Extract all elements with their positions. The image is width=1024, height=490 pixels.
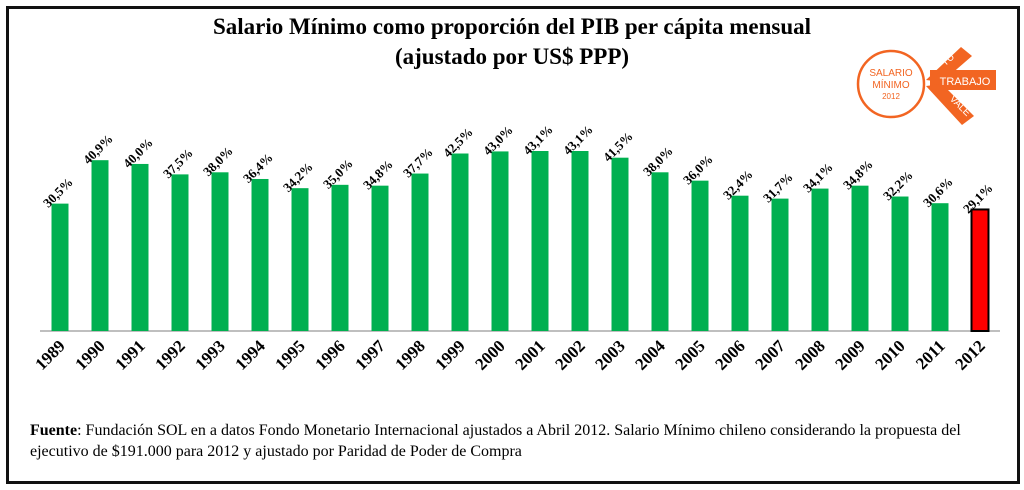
bar-2001 [531, 151, 549, 331]
bar-1994 [251, 178, 269, 331]
x-tick-label-2002: 2002 [551, 336, 588, 373]
x-tick-label-2005: 2005 [671, 336, 708, 373]
x-tick-label-1994: 1994 [231, 336, 269, 374]
x-tick-label-2012: 2012 [951, 336, 988, 373]
logo-line1: SALARIO [869, 68, 913, 79]
bar-1998 [411, 173, 429, 331]
x-tick-label-2001: 2001 [511, 336, 548, 373]
source-text: : Fundación SOL en a datos Fondo Monetar… [30, 422, 961, 460]
bar-1999 [451, 153, 469, 331]
bar-2002 [571, 151, 589, 331]
chart-title: Salario Mínimo como proporción del PIB p… [212, 14, 811, 39]
x-tick-label-1998: 1998 [391, 336, 428, 373]
bar-1992 [171, 174, 189, 331]
x-tick-label-2006: 2006 [711, 336, 748, 373]
x-tick-label-2004: 2004 [631, 336, 669, 374]
x-tick-label-2010: 2010 [871, 336, 908, 373]
x-tick-label-1995: 1995 [271, 336, 308, 373]
bar-1996 [331, 184, 349, 331]
bar-1995 [291, 188, 309, 331]
bar-1993 [211, 172, 229, 331]
bar-1991 [131, 163, 149, 331]
bar-1997 [371, 185, 389, 331]
bar-2007 [771, 198, 789, 331]
logo-word-trabajo: TRABAJO [940, 76, 991, 88]
logo-circle [856, 49, 926, 119]
x-tick-label-1991: 1991 [111, 336, 148, 373]
bar-1990 [91, 160, 109, 331]
chart-subtitle: (ajustado por US$ PPP) [394, 44, 630, 69]
bar-2005 [691, 180, 709, 331]
bar-2012 [970, 208, 990, 332]
x-tick-label-2008: 2008 [791, 336, 828, 373]
x-tick-label-2003: 2003 [591, 336, 628, 373]
x-tick-label-1993: 1993 [191, 336, 228, 373]
bar-2010 [891, 196, 909, 331]
x-tick-label-2009: 2009 [831, 336, 868, 373]
x-tick-label-1989: 1989 [31, 336, 68, 373]
bar-2009 [851, 185, 869, 331]
x-tick-label-1992: 1992 [151, 336, 188, 373]
bar-2011 [931, 203, 949, 331]
x-tick-label-1999: 1999 [431, 336, 468, 373]
x-tick-label-2011: 2011 [912, 336, 949, 373]
bar-1989 [51, 203, 69, 331]
x-tick-label-2000: 2000 [471, 336, 508, 373]
x-tick-label-1990: 1990 [71, 336, 108, 373]
bar-2003 [611, 157, 629, 331]
source-note: Fuente: Fundación SOL en a datos Fondo M… [30, 420, 990, 462]
logo-line3: 2012 [882, 92, 900, 101]
bar-2000 [491, 151, 509, 331]
bar-2008 [811, 188, 829, 331]
source-label: Fuente [30, 422, 78, 439]
x-tick-label-1997: 1997 [351, 336, 389, 374]
bar-chart: 30,5%198940,9%199040,0%199137,5%199238,0… [31, 122, 1000, 374]
x-tick-label-2007: 2007 [751, 336, 789, 374]
bar-2004 [651, 172, 669, 331]
logo-arrow-down [926, 84, 974, 125]
salario-minimo-logo: SALARIO MÍNIMO 2012 TU TRABAJO VALE [856, 47, 996, 125]
logo-line2: MÍNIMO [872, 78, 909, 91]
x-tick-label-1996: 1996 [311, 336, 348, 373]
bar-2006 [731, 195, 749, 331]
logo-arrow-middle [930, 70, 996, 90]
